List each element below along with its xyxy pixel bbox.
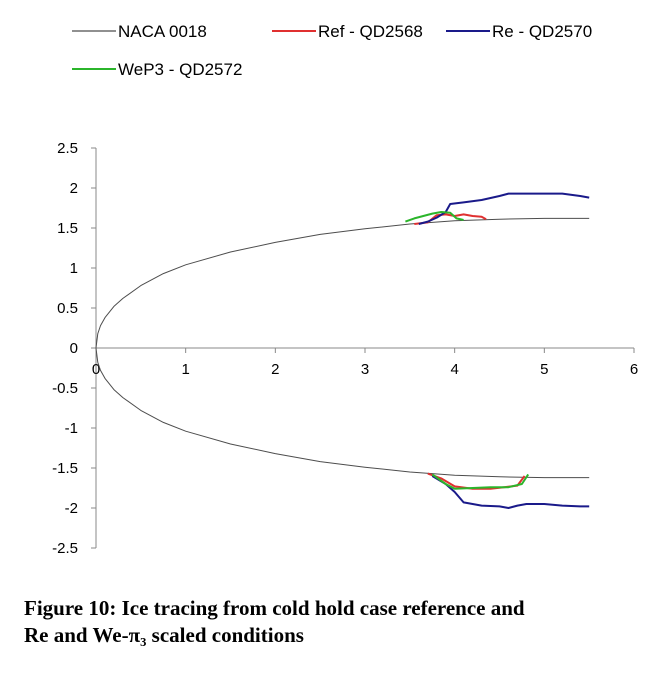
caption-line-1: Figure 10: Ice tracing from cold hold ca… xyxy=(24,596,525,620)
legend-label: Ref - QD2568 xyxy=(318,22,423,41)
y-tick-label: 0.5 xyxy=(57,300,78,317)
series-re-qd2570-lower xyxy=(431,475,590,509)
figure-caption: Figure 10: Ice tracing from cold hold ca… xyxy=(24,595,664,649)
legend-label: NACA 0018 xyxy=(118,22,207,41)
y-tick-label: 1 xyxy=(70,260,78,277)
y-tick-label: -2.5 xyxy=(52,540,78,557)
y-tick-label: 2.5 xyxy=(57,140,78,157)
x-tick-label: 1 xyxy=(181,361,189,378)
x-tick-label: 4 xyxy=(450,361,458,378)
y-tick-label: 1.5 xyxy=(57,220,78,237)
series-naca-0018 xyxy=(95,217,590,479)
legend: NACA 0018 Ref - QD2568 Re - QD2570 WeP3 - Q… xyxy=(72,22,592,79)
y-tick-label: -2 xyxy=(65,500,78,517)
x-tick-label: 0 xyxy=(92,361,100,378)
y-tick-label: -1.5 xyxy=(52,460,78,477)
series-lines xyxy=(95,192,590,509)
y-tick-label: -0.5 xyxy=(52,380,78,397)
series-wep3-qd2572-lower xyxy=(431,473,530,490)
ice-tracing-chart: NACA 0018 Ref - QD2568 Re - QD2570 WeP3 - Q… xyxy=(52,22,638,557)
series-wep3-qd2572-upper xyxy=(405,211,464,223)
caption-line-2: Re and We-π₃ scaled conditions xyxy=(24,623,304,647)
x-tick-label: 2 xyxy=(271,361,279,378)
y-tick-label: 0 xyxy=(70,340,78,357)
y-tick-label: -1 xyxy=(65,420,78,437)
x-tick-label: 5 xyxy=(540,361,548,378)
x-tick-label: 6 xyxy=(630,361,638,378)
series-re-qd2570-upper xyxy=(418,192,590,225)
legend-label: Re - QD2570 xyxy=(492,22,592,41)
legend-label: WeP3 - QD2572 xyxy=(118,60,242,79)
x-tick-label: 3 xyxy=(361,361,369,378)
y-tick-label: 2 xyxy=(70,180,78,197)
tick-labels: 2.5 2 1.5 1 0.5 0 -0.5 -1 -1.5 -2 -2.5 0 1 2 3 4 5 6 xyxy=(52,140,638,557)
